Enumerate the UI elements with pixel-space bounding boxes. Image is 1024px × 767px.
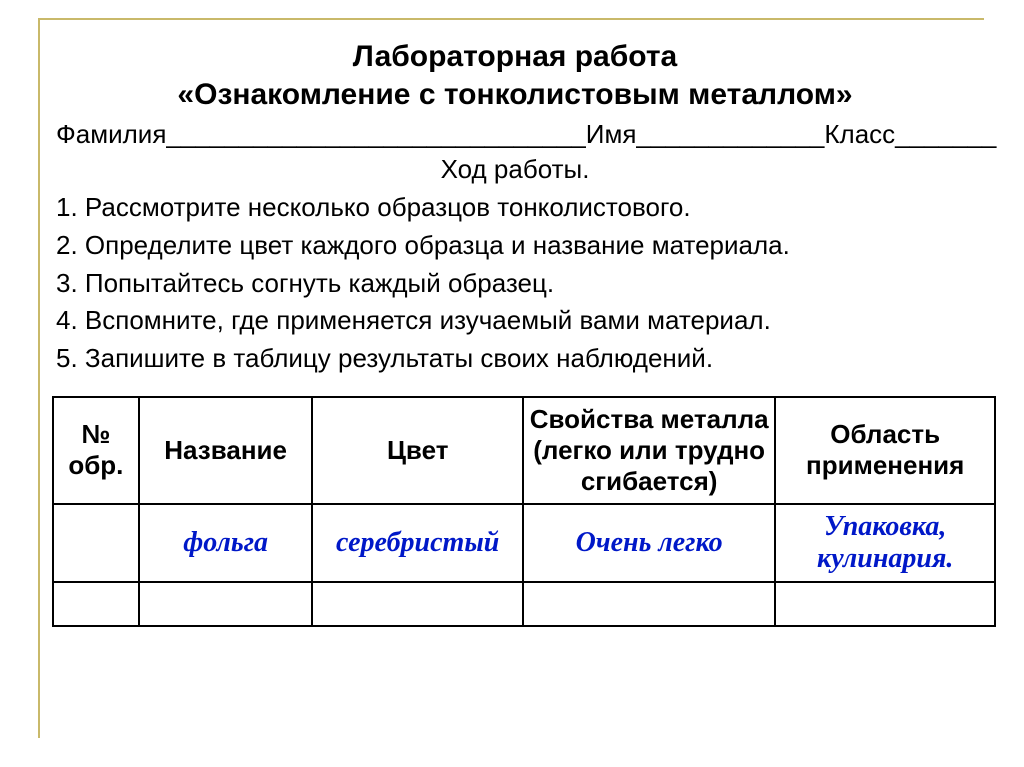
table-example-row: фольга серебристый Очень легко Упаковка,… [53, 504, 995, 582]
class-label: Класс [824, 119, 895, 149]
col-property: Свойства металла (легко или трудно сгиба… [523, 397, 775, 504]
class-blank: _______ [895, 119, 996, 149]
table-empty-row [53, 582, 995, 626]
step-2: 2. Определите цвет каждого образца и наз… [56, 227, 974, 265]
empty-cell [139, 582, 313, 626]
procedure-steps: 1. Рассмотрите несколько образцов тонкол… [56, 189, 974, 377]
surname-blank: _____________________________ [166, 119, 585, 149]
col-number: № обр. [53, 397, 139, 504]
surname-label: Фамилия [56, 119, 166, 149]
col-name: Название [139, 397, 313, 504]
step-4: 4. Вспомните, где применяется изучаемый … [56, 302, 974, 340]
procedure-heading: Ход работы. [56, 152, 974, 187]
student-info-line: Фамилия_____________________________Имя_… [56, 117, 974, 152]
title-line-2: «Ознакомление с тонколистовым металлом» [56, 76, 974, 114]
example-property: Очень легко [523, 504, 775, 582]
example-number [53, 504, 139, 582]
document-frame: Лабораторная работа «Ознакомление с тонк… [38, 18, 984, 738]
step-3: 3. Попытайтесь согнуть каждый образец. [56, 265, 974, 303]
empty-cell [523, 582, 775, 626]
example-color: серебристый [312, 504, 522, 582]
example-usage: Упаковка, кулинария. [775, 504, 995, 582]
col-color: Цвет [312, 397, 522, 504]
step-5: 5. Запишите в таблицу результаты своих н… [56, 340, 974, 378]
empty-cell [775, 582, 995, 626]
step-1: 1. Рассмотрите несколько образцов тонкол… [56, 189, 974, 227]
example-name: фольга [139, 504, 313, 582]
name-label: Имя [586, 119, 637, 149]
col-usage: Область применения [775, 397, 995, 504]
observation-table: № обр. Название Цвет Свойства металла (л… [52, 396, 996, 627]
name-blank: _____________ [636, 119, 824, 149]
title-line-1: Лабораторная работа [56, 38, 974, 76]
empty-cell [53, 582, 139, 626]
table-header-row: № обр. Название Цвет Свойства металла (л… [53, 397, 995, 504]
empty-cell [312, 582, 522, 626]
